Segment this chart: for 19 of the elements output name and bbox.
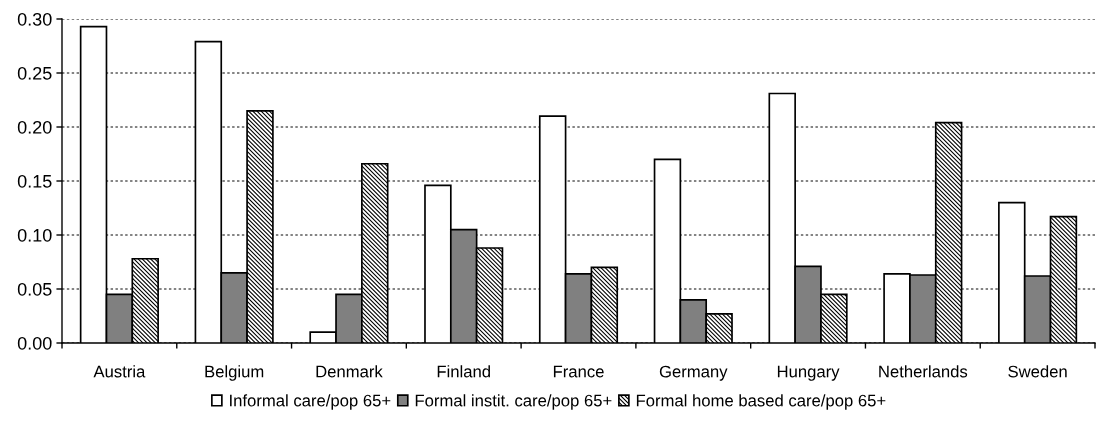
legend-label: Formal home based care/pop 65+ <box>636 394 886 410</box>
x-tick-label: Germany <box>659 365 728 381</box>
legend-label: Formal instit. care/pop 65+ <box>415 394 612 410</box>
y-tick-label: 0.05 <box>17 282 52 296</box>
y-tick-label: 0.00 <box>17 336 52 350</box>
legend-label: Informal care/pop 65+ <box>230 394 391 410</box>
y-tick-label: 0.15 <box>17 174 52 188</box>
x-tick-label: Denmark <box>316 365 383 378</box>
x-tick-label: Sweden <box>1008 365 1067 378</box>
x-tick-label: France <box>553 365 604 378</box>
y-tick-label: 0.10 <box>17 228 52 242</box>
x-tick-label: Belgium <box>205 365 264 381</box>
y-tick-label: 0.25 <box>17 66 52 80</box>
x-tick-label: Hungary <box>777 365 840 381</box>
x-tick-label: Austria <box>93 365 146 378</box>
x-tick-label: Finland <box>437 365 490 378</box>
y-tick-label: 0.30 <box>17 12 52 26</box>
y-tick-label: 0.20 <box>17 120 52 134</box>
x-tick-label: Netherlands <box>879 365 968 378</box>
